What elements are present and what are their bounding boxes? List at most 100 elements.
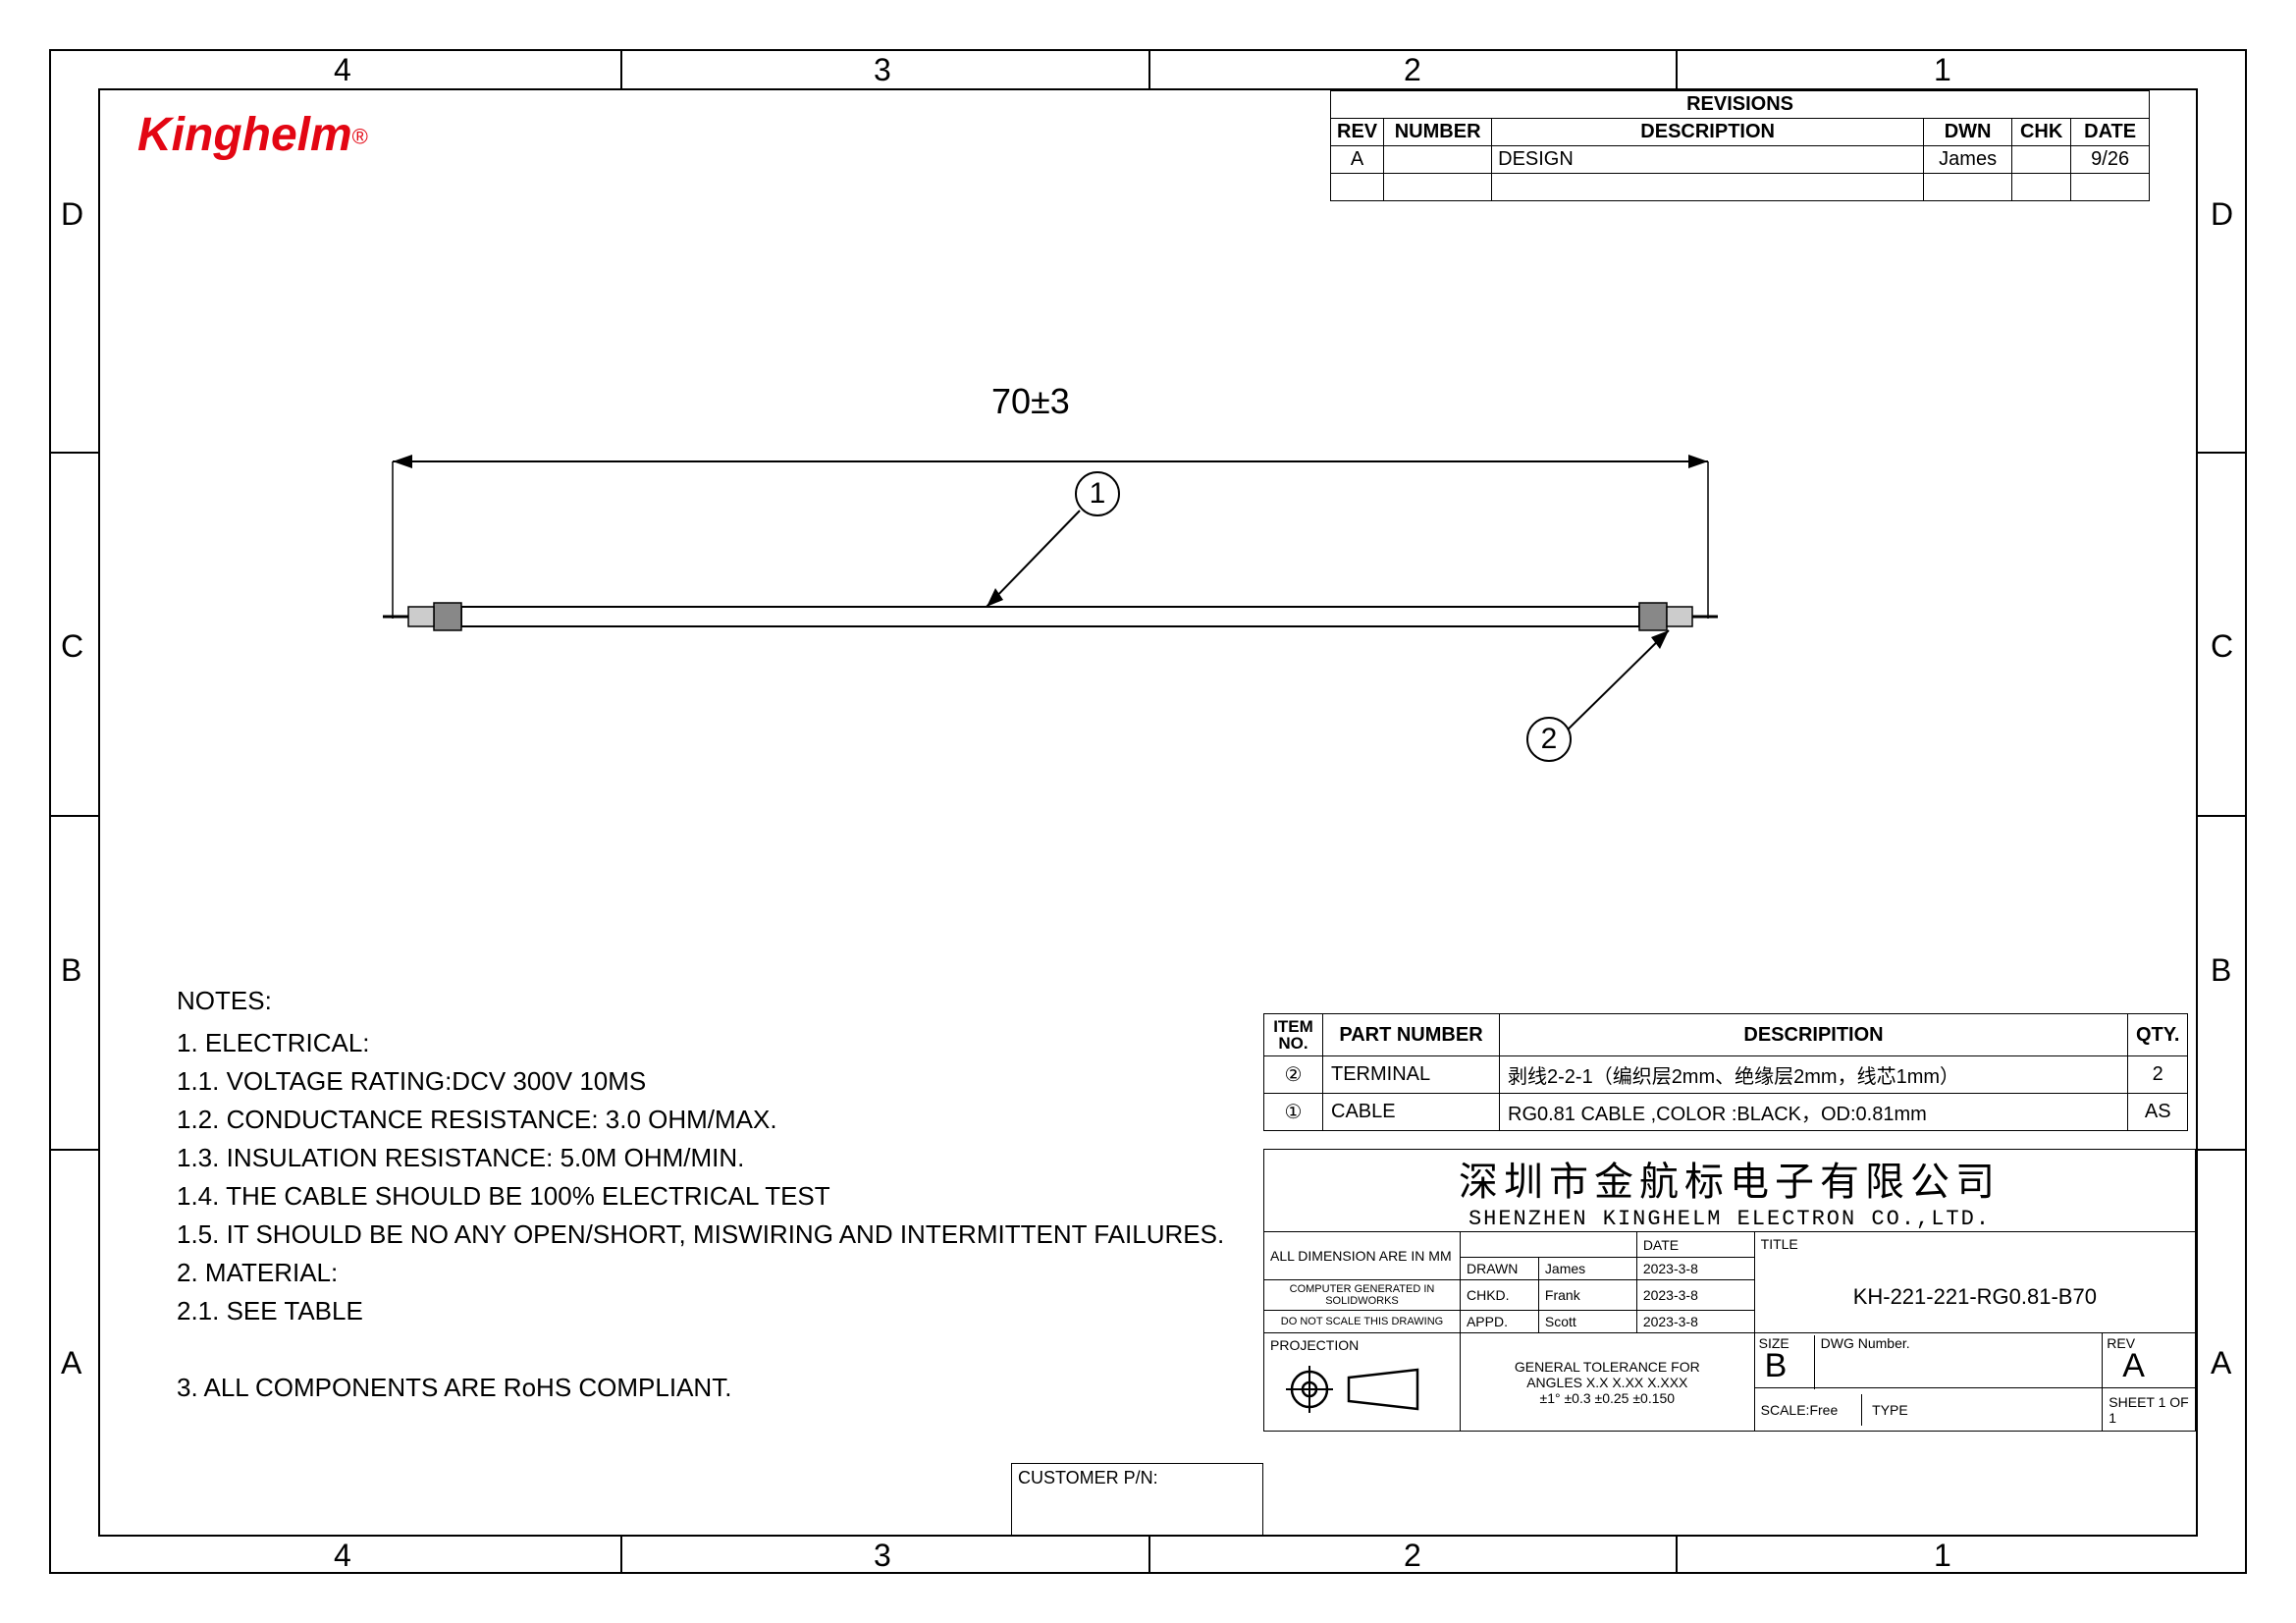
note-line: 2.1. SEE TABLE [177, 1292, 1224, 1330]
bom-hdr-desc: DESCRIPITION [1500, 1014, 2128, 1056]
note-line: 2. MATERIAL: [177, 1254, 1224, 1292]
bom-cell: TERMINAL [1323, 1056, 1500, 1094]
rev-cell [2071, 174, 2150, 201]
tick [49, 815, 98, 817]
bom-cell: 2 [2128, 1056, 2188, 1094]
part-title: KH-221-221-RG0.81-B70 [1761, 1255, 2189, 1310]
rev-cell: James [1924, 146, 2012, 174]
type-label: TYPE [1861, 1394, 1918, 1426]
tick [1148, 49, 1150, 88]
drawn-name: James [1538, 1258, 1636, 1280]
rev-hdr-rev: REV [1331, 119, 1384, 146]
rev-hdr-desc: DESCRIPTION [1492, 119, 1924, 146]
bom-cell: CABLE [1323, 1094, 1500, 1131]
kinghelm-logo: Kinghelm® [137, 108, 368, 162]
tick [620, 49, 622, 88]
customer-pn-label: CUSTOMER P/N: [1018, 1468, 1158, 1488]
rev-cell: DESIGN [1492, 146, 1924, 174]
bom-hdr-item: ITEM NO. [1264, 1014, 1323, 1056]
rev-cell: A [1331, 146, 1384, 174]
sheet-label: SHEET 1 OF 1 [2103, 1388, 2196, 1432]
title-block: 深圳市金航标电子有限公司 SHENZHEN KINGHELM ELECTRON … [1263, 1149, 2196, 1432]
scale-value: Free [1809, 1402, 1838, 1418]
company-name-en: SHENZHEN KINGHELM ELECTRON CO.,LTD. [1264, 1207, 2195, 1231]
customer-pn-box: CUSTOMER P/N: [1011, 1463, 1263, 1536]
dwg-label: DWG Number. [1814, 1335, 1910, 1389]
bom-cell: RG0.81 CABLE ,COLOR :BLACK，OD:0.81mm [1500, 1094, 2128, 1131]
rev-cell [2012, 174, 2071, 201]
balloon-1: 1 [1075, 471, 1120, 516]
bom-cell: ② [1264, 1056, 1323, 1094]
bom-cell: AS [2128, 1094, 2188, 1131]
all-dim-label: ALL DIMENSION ARE IN MM [1264, 1232, 1461, 1280]
tick [49, 1149, 98, 1151]
rev-cell [2012, 146, 2071, 174]
scale-label: SCALE: [1761, 1402, 1810, 1418]
tick [2198, 1149, 2247, 1151]
chkd-label: CHKD. [1460, 1280, 1538, 1311]
ruler-right-A: A [2211, 1345, 2231, 1381]
tick [49, 452, 98, 454]
rev-hdr-dwn: DWN [1924, 119, 2012, 146]
notes-block: NOTES: 1. ELECTRICAL: 1.1. VOLTAGE RATIN… [177, 982, 1224, 1407]
date-hdr: DATE [1636, 1232, 1754, 1258]
rev-value: A [2122, 1347, 2145, 1385]
ruler-left-D: D [61, 196, 83, 233]
ruler-right-C: C [2211, 628, 2233, 665]
bom-hdr-pn: PART NUMBER [1323, 1014, 1500, 1056]
note-line: 1.5. IT SHOULD BE NO ANY OPEN/SHORT, MIS… [177, 1216, 1224, 1254]
tol-line3: ±1° ±0.3 ±0.25 ±0.150 [1467, 1390, 1748, 1406]
projection-icon [1270, 1360, 1447, 1419]
drawn-label: DRAWN [1460, 1258, 1538, 1280]
bom-hdr-qty: QTY. [2128, 1014, 2188, 1056]
tick [2198, 815, 2247, 817]
rev-cell [1384, 146, 1492, 174]
rev-cell [1384, 174, 1492, 201]
logo-reg: ® [352, 125, 368, 149]
ruler-top-1: 1 [1934, 52, 1951, 88]
ruler-top-2: 2 [1404, 52, 1421, 88]
ruler-left-C: C [61, 628, 83, 665]
tick [1676, 49, 1678, 88]
tick [1148, 1537, 1150, 1574]
rev-hdr-date: DATE [2071, 119, 2150, 146]
appd-name: Scott [1538, 1311, 1636, 1333]
ruler-top-3: 3 [874, 52, 891, 88]
bom-table: ITEM NO. PART NUMBER DESCRIPITION QTY. ②… [1263, 1013, 2188, 1131]
dimension-label: 70±3 [991, 381, 1070, 422]
appd-label: APPD. [1460, 1311, 1538, 1333]
rev-hdr-chk: CHK [2012, 119, 2071, 146]
projection-label: PROJECTION [1270, 1337, 1359, 1353]
title-label: TITLE [1761, 1236, 1798, 1252]
note-line: 1.1. VOLTAGE RATING:DCV 300V 10MS [177, 1062, 1224, 1101]
tick [2198, 452, 2247, 454]
note-line [177, 1330, 1224, 1369]
ruler-bot-4: 4 [334, 1538, 351, 1574]
ruler-bot-1: 1 [1934, 1538, 1951, 1574]
tick [620, 1537, 622, 1574]
size-value: B [1765, 1347, 1788, 1385]
tol-line2: ANGLES X.X X.XX X.XXX [1467, 1375, 1748, 1390]
ruler-right-D: D [2211, 196, 2233, 233]
tol-line1: GENERAL TOLERANCE FOR [1467, 1359, 1748, 1375]
rev-cell: 9/26 [2071, 146, 2150, 174]
bom-cell: 剥线2-2-1（编织层2mm、绝缘层2mm，线芯1mm） [1500, 1056, 2128, 1094]
tick [1676, 1537, 1678, 1574]
chkd-date: 2023-3-8 [1636, 1280, 1754, 1311]
bom-cell: ① [1264, 1094, 1323, 1131]
ruler-bot-3: 3 [874, 1538, 891, 1574]
drawn-date: 2023-3-8 [1636, 1258, 1754, 1280]
note-line: 1. ELECTRICAL: [177, 1024, 1224, 1062]
rev-cell [1924, 174, 2012, 201]
note-line: 1.4. THE CABLE SHOULD BE 100% ELECTRICAL… [177, 1177, 1224, 1216]
notes-title: NOTES: [177, 982, 1224, 1020]
logo-text: Kinghelm [137, 109, 352, 161]
balloon-2: 2 [1526, 717, 1572, 762]
revisions-title: REVISIONS [1331, 91, 2150, 119]
revisions-table: REVISIONS REV NUMBER DESCRIPTION DWN CHK… [1330, 90, 2150, 201]
chkd-name: Frank [1538, 1280, 1636, 1311]
cg-label: COMPUTER GENERATED IN SOLIDWORKS [1264, 1280, 1461, 1311]
company-name-cn: 深圳市金航标电子有限公司 [1264, 1150, 2195, 1207]
ruler-right-B: B [2211, 952, 2231, 989]
note-line: 1.2. CONDUCTANCE RESISTANCE: 3.0 OHM/MAX… [177, 1101, 1224, 1139]
